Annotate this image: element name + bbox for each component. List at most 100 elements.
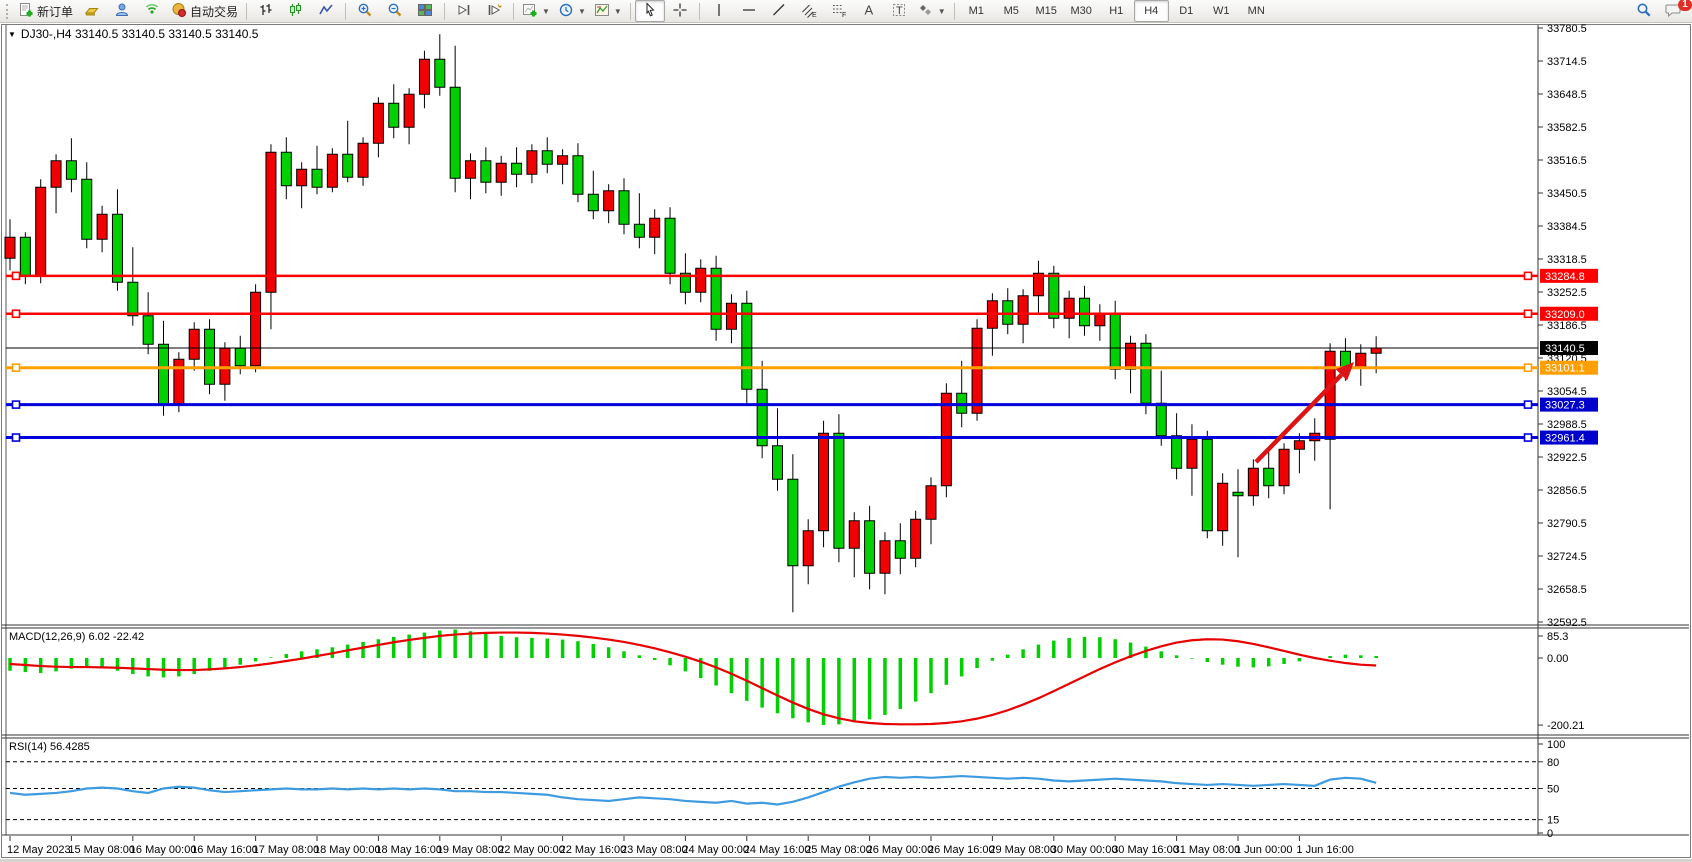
level-handle[interactable] <box>1523 400 1533 409</box>
horizontal-line-button[interactable] <box>734 0 764 22</box>
bar-chart-button[interactable] <box>251 0 281 22</box>
separator <box>953 2 955 20</box>
timeframe-M30[interactable]: M30 <box>1070 5 1092 17</box>
svg-text:1 Jun 16:00: 1 Jun 16:00 <box>1296 844 1354 856</box>
clock-icon <box>558 2 574 21</box>
new-order-icon <box>18 2 34 21</box>
new-order-button[interactable]: 新订单 <box>14 0 77 22</box>
candlestick-chart-button[interactable] <box>281 0 311 22</box>
svg-text:0.00: 0.00 <box>1547 653 1568 665</box>
search-button[interactable] <box>1629 0 1659 22</box>
tile-windows-button[interactable] <box>410 0 440 22</box>
community-button[interactable] <box>107 0 137 22</box>
timeframe-MN[interactable]: MN <box>1247 5 1265 17</box>
svg-text:33140.5: 33140.5 <box>1545 343 1585 355</box>
chart-shift-icon <box>486 2 503 21</box>
text-icon: A <box>861 2 877 21</box>
dropdown-arrow-icon: ▼ <box>613 6 622 16</box>
level-handle[interactable] <box>11 271 21 281</box>
gold-button[interactable] <box>77 0 107 22</box>
templates-button[interactable]: ▼ <box>590 0 626 22</box>
svg-text:-200.21: -200.21 <box>1547 720 1584 732</box>
equidistant-channel-button[interactable]: E <box>794 0 824 22</box>
chart-window: 33780.5 33714.5 33648.5 33582.5 33516.5 33450… <box>0 23 1692 859</box>
svg-text:19 May 08:00: 19 May 08:00 <box>437 844 504 856</box>
gold-bar-icon <box>84 2 100 21</box>
line-chart-button[interactable] <box>311 0 341 22</box>
periods-button[interactable]: ▼ <box>554 0 590 22</box>
zoom-out-icon <box>387 2 403 21</box>
collapse-triangle-icon[interactable]: ▼ <box>8 29 16 39</box>
svg-text:30 May 16:00: 30 May 16:00 <box>1112 844 1179 856</box>
level-handle[interactable] <box>11 309 21 319</box>
signal-button[interactable] <box>137 0 167 22</box>
svg-text:33780.5: 33780.5 <box>1547 23 1587 35</box>
svg-text:33384.5: 33384.5 <box>1547 221 1587 233</box>
notification-badge: 1 <box>1678 0 1692 11</box>
level-handle[interactable] <box>1523 363 1533 373</box>
svg-text:33714.5: 33714.5 <box>1547 56 1587 68</box>
text-button[interactable]: A <box>854 0 884 22</box>
toolbar-grip <box>6 3 11 19</box>
timeframe-M1[interactable]: M1 <box>968 5 984 17</box>
macd-pane: 85.3 0.00 -200.21 <box>8 629 1584 732</box>
svg-text:32988.5: 32988.5 <box>1547 419 1587 431</box>
svg-text:23 May 08:00: 23 May 08:00 <box>621 844 688 856</box>
svg-text:18 May 16:00: 18 May 16:00 <box>375 844 442 856</box>
svg-text:A: A <box>864 2 873 17</box>
zoom-in-icon <box>357 2 373 21</box>
timeframe-M15[interactable]: M15 <box>1035 5 1057 17</box>
equidistant-channel-icon: E <box>801 2 817 21</box>
svg-text:32961.4: 32961.4 <box>1545 433 1585 445</box>
timeframe-W1[interactable]: W1 <box>1212 5 1230 17</box>
svg-text:33252.5: 33252.5 <box>1547 287 1587 299</box>
rsi-indicator-label: RSI(14) 56.4285 <box>9 741 90 753</box>
svg-text:32592.5: 32592.5 <box>1547 617 1587 629</box>
svg-text:33101.1: 33101.1 <box>1545 363 1585 375</box>
level-handle[interactable] <box>1523 433 1533 442</box>
level-handle[interactable] <box>11 363 21 373</box>
zoom-out-button[interactable] <box>380 0 410 22</box>
svg-text:29 May 08:00: 29 May 08:00 <box>989 844 1056 856</box>
bar-chart-icon <box>258 2 274 21</box>
price-chart[interactable]: 33780.5 33714.5 33648.5 33582.5 33516.5 33450… <box>0 23 1692 862</box>
timeframe-H1[interactable]: H1 <box>1109 5 1124 17</box>
auto-trading-label: 自动交易 <box>190 4 239 19</box>
level-handle[interactable] <box>11 433 21 442</box>
vertical-line-icon <box>711 2 727 21</box>
timeframe-D1[interactable]: D1 <box>1179 5 1194 17</box>
chat-button[interactable]: 1 <box>1659 0 1692 22</box>
zoom-in-button[interactable] <box>350 0 380 22</box>
vertical-line-button[interactable] <box>704 0 734 22</box>
auto-trading-button[interactable]: 自动交易 <box>167 0 242 22</box>
level-handle[interactable] <box>1523 271 1533 281</box>
tile-windows-icon <box>417 2 433 21</box>
svg-text:33186.5: 33186.5 <box>1547 320 1587 332</box>
timeframe-M5[interactable]: M5 <box>1003 5 1019 17</box>
trendline-button[interactable] <box>764 0 794 22</box>
line-chart-icon <box>318 2 334 21</box>
cursor-button[interactable] <box>634 0 665 22</box>
svg-text:E: E <box>812 12 817 18</box>
trend-arrow-annotation[interactable] <box>1254 362 1354 464</box>
timeframe-H4[interactable]: H4 <box>1133 0 1169 22</box>
svg-text:33027.3: 33027.3 <box>1545 400 1585 412</box>
svg-text:33318.5: 33318.5 <box>1547 254 1587 266</box>
svg-text:F: F <box>842 12 846 18</box>
svg-text:33450.5: 33450.5 <box>1547 188 1587 200</box>
arrows-button[interactable]: ▼ <box>914 0 950 22</box>
indicators-button[interactable]: ▼ <box>518 0 554 22</box>
level-handle[interactable] <box>11 400 21 409</box>
fibonacci-button[interactable]: F <box>824 0 854 22</box>
svg-text:18 May 00:00: 18 May 00:00 <box>314 844 381 856</box>
auto-scroll-button[interactable] <box>449 0 479 22</box>
dropdown-arrow-icon: ▼ <box>542 6 550 16</box>
cursor-icon <box>642 1 658 21</box>
chart-shift-button[interactable] <box>479 0 509 22</box>
level-handle[interactable] <box>1523 309 1533 319</box>
text-label-button[interactable]: T <box>884 0 914 22</box>
indicators-icon <box>522 2 538 21</box>
search-icon <box>1636 2 1652 21</box>
crosshair-button[interactable] <box>665 0 695 22</box>
